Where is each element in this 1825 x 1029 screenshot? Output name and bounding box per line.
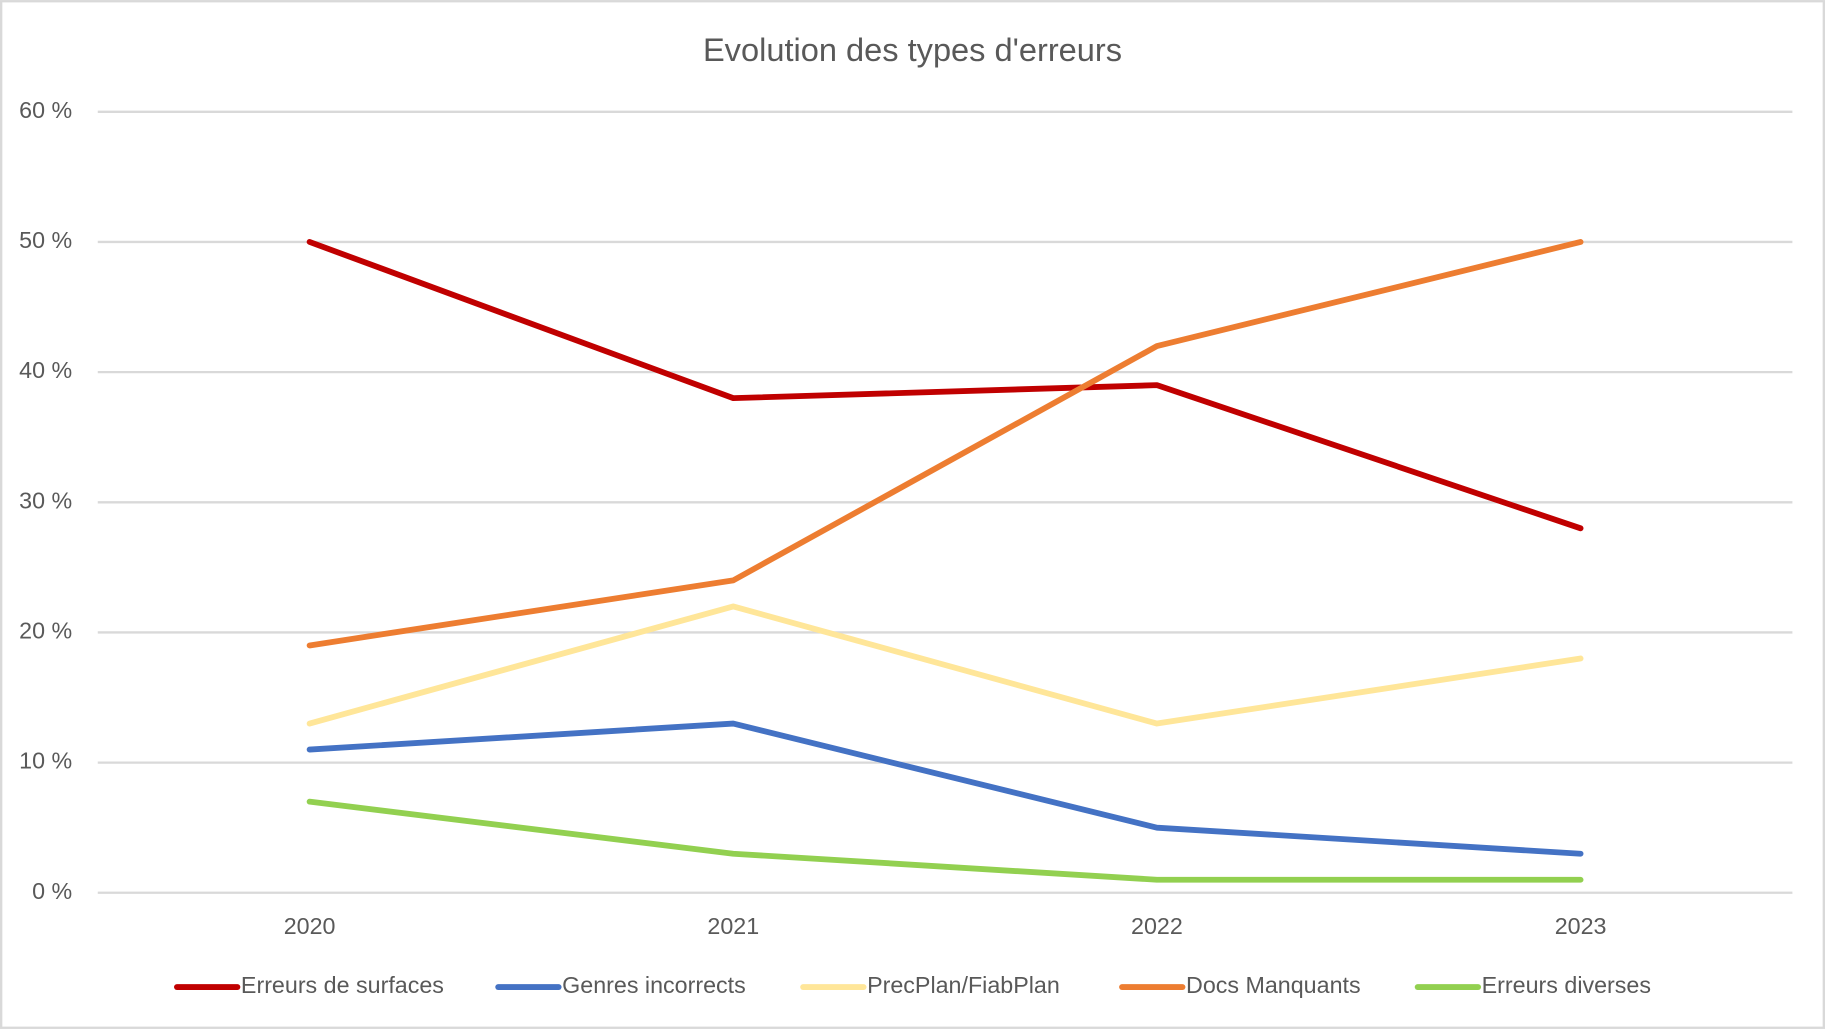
- chart-title: Evolution des types d'erreurs: [703, 32, 1122, 68]
- series-line: [306, 798, 1584, 883]
- series-line: [306, 239, 1584, 532]
- y-tick-label: 30 %: [19, 487, 72, 513]
- y-tick-label: 50 %: [19, 227, 72, 253]
- x-tick-label: 2020: [284, 913, 336, 939]
- series-line: [306, 720, 1584, 857]
- y-tick-label: 0 %: [32, 878, 72, 904]
- x-tick-label: 2022: [1131, 913, 1183, 939]
- y-tick-label: 40 %: [19, 357, 72, 383]
- y-tick-label: 20 %: [19, 618, 72, 644]
- legend-label: Genres incorrects: [562, 972, 746, 998]
- x-tick-label: 2021: [707, 913, 759, 939]
- series-line: [306, 239, 1584, 649]
- legend-label: PrecPlan/FiabPlan: [867, 972, 1060, 998]
- y-tick-label: 10 %: [19, 748, 72, 774]
- legend-label: Erreurs de surfaces: [241, 972, 444, 998]
- legend-label: Erreurs diverses: [1482, 972, 1651, 998]
- series-line: [306, 603, 1584, 727]
- x-tick-label: 2023: [1555, 913, 1607, 939]
- y-tick-label: 60 %: [19, 97, 72, 123]
- legend-label: Docs Manquants: [1186, 972, 1361, 998]
